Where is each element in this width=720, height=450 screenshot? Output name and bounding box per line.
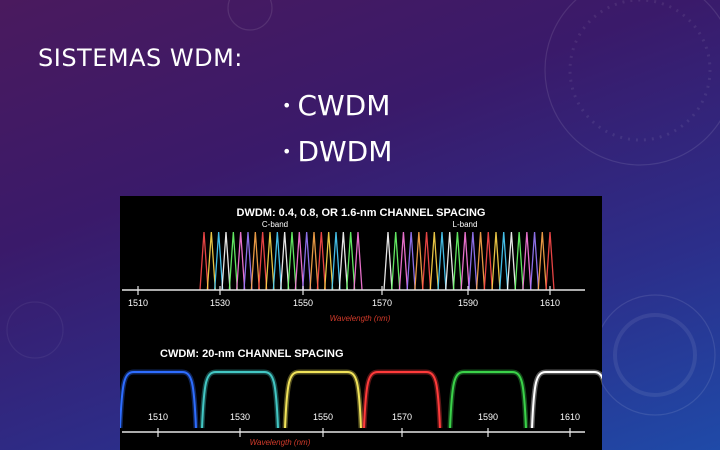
dwdm-channel-peak [228, 231, 238, 291]
dwdm-tick-label: 1570 [372, 298, 392, 308]
dwdm-channel-peak [522, 231, 532, 291]
dwdm-l-band-label: L-band [453, 220, 478, 229]
dwdm-channel-peak [331, 231, 341, 291]
dwdm-channel-peak [214, 231, 224, 291]
bullet-text: CWDM [297, 89, 391, 122]
cwdm-tick-label: 1510 [148, 412, 168, 422]
dwdm-channel-peak [338, 231, 348, 291]
dwdm-ticks: 1510 1530 1550 1570 1590 1610 [128, 286, 560, 308]
cwdm-tick-label: 1570 [392, 412, 412, 422]
dwdm-channel-peak [545, 231, 555, 291]
dwdm-channel-peak [514, 231, 524, 291]
bullet-dot-icon: • [282, 96, 292, 115]
bullet-text: DWDM [297, 135, 393, 168]
dwdm-tick-label: 1510 [128, 298, 148, 308]
cwdm-tick-label: 1530 [230, 412, 250, 422]
dwdm-channel-peak [353, 231, 363, 291]
dwdm-channel-peak [483, 231, 493, 291]
bullet-list: • CWDM • DWDM [282, 83, 392, 175]
cwdm-channel-filter [531, 371, 602, 429]
dwdm-channel-peak [460, 231, 470, 291]
dwdm-channel-peak [287, 231, 297, 291]
cwdm-title: CWDM: 20-nm CHANNEL SPACING [160, 348, 344, 360]
wdm-spectrum-figure: DWDM: 0.4, 0.8, OR 1.6-nm CHANNEL SPACIN… [120, 196, 602, 450]
dwdm-tick-label: 1530 [210, 298, 230, 308]
dwdm-channel-peak [475, 231, 486, 291]
dwdm-channel-peak [452, 231, 463, 291]
dwdm-channel-peak [468, 231, 478, 291]
cwdm-channel-filter [120, 371, 197, 429]
dwdm-channel-peak [324, 231, 334, 291]
dwdm-channel-peak [346, 231, 356, 291]
dwdm-channel-peak [316, 231, 326, 291]
cwdm-channel-filter [201, 371, 279, 429]
dwdm-channel-peak [280, 231, 290, 291]
dwdm-channel-peak [537, 231, 547, 291]
bullet-dot-icon: • [282, 142, 292, 161]
dwdm-channel-peak [309, 231, 319, 291]
dwdm-tick-label: 1550 [293, 298, 313, 308]
dwdm-tick-label: 1590 [458, 298, 478, 308]
dwdm-title: DWDM: 0.4, 0.8, OR 1.6-nm CHANNEL SPACIN… [237, 207, 486, 219]
dwdm-channel-peak [421, 231, 432, 291]
dwdm-channel-peak [491, 231, 501, 291]
dwdm-channel-peak [272, 231, 282, 291]
bullet-item: • DWDM [282, 129, 392, 175]
dwdm-channel-peak [294, 231, 304, 291]
cwdm-tick-label: 1550 [313, 412, 333, 422]
dwdm-channel-peak [206, 231, 216, 291]
slide-title: SISTEMAS WDM: [38, 44, 243, 72]
dwdm-channel-peak [265, 231, 275, 291]
dwdm-channel-peak [250, 231, 260, 291]
cwdm-tick-label: 1610 [560, 412, 580, 422]
spectrum-diagram: DWDM: 0.4, 0.8, OR 1.6-nm CHANNEL SPACIN… [120, 207, 602, 447]
dwdm-channel-peak [445, 231, 455, 291]
dwdm-channel-peak [529, 231, 540, 291]
dwdm-axis-label: Wavelength (nm) [330, 314, 391, 323]
dwdm-channel-peak [398, 231, 409, 291]
dwdm-channel-peak [236, 231, 246, 291]
cwdm-channel-filter [284, 371, 362, 429]
dwdm-channel-peak [414, 231, 424, 291]
bullet-item: • CWDM [282, 83, 392, 129]
dwdm-c-band-label: C-band [262, 220, 288, 229]
dwdm-channel-peak [243, 231, 253, 291]
dwdm-tick-label: 1610 [540, 298, 560, 308]
cwdm-tick-label: 1590 [478, 412, 498, 422]
cwdm-channel-filter [363, 371, 441, 429]
dwdm-channel-peak [391, 231, 401, 291]
cwdm-axis-label: Wavelength (nm) [250, 438, 311, 447]
dwdm-channel-peak [437, 231, 447, 291]
dwdm-channel-peak [499, 231, 509, 291]
dwdm-channel-peak [221, 231, 231, 291]
dwdm-channel-peak [199, 231, 209, 291]
cwdm-channel-filter [449, 371, 527, 429]
dwdm-channel-peak [406, 231, 416, 291]
dwdm-channel-peak [429, 231, 439, 291]
dwdm-channel-peaks [199, 231, 555, 291]
cwdm-channel-filters [120, 369, 602, 429]
dwdm-channel-peak [506, 231, 517, 291]
dwdm-channel-peak [258, 231, 268, 291]
dwdm-channel-peak [302, 231, 312, 291]
dwdm-channel-peak [383, 231, 393, 291]
